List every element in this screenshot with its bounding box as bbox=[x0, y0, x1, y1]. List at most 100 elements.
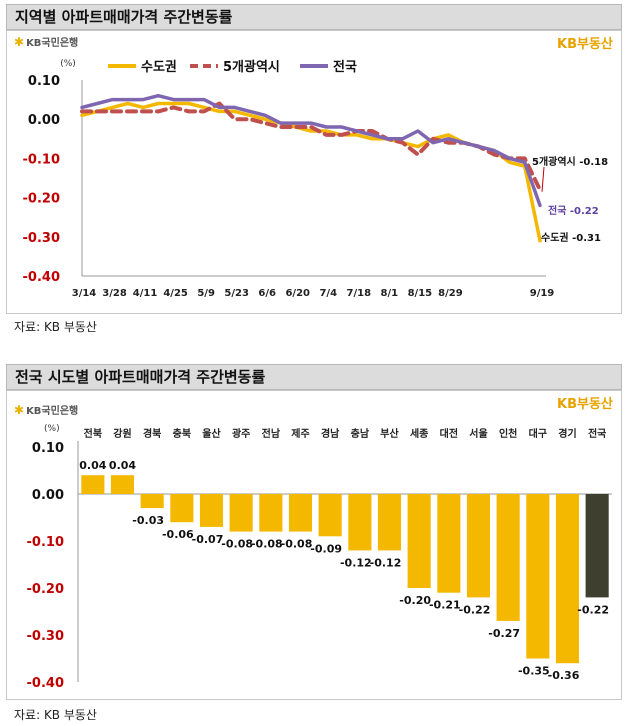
y-tick-label: -0.30 bbox=[23, 231, 60, 246]
x-tick-label: 6/6 bbox=[258, 288, 276, 299]
x-tick-label: 5/23 bbox=[224, 288, 249, 299]
data-label: -0.35 bbox=[518, 665, 550, 678]
end-label: 5개광역시 -0.18 bbox=[532, 155, 608, 168]
category-label: 대구 bbox=[529, 427, 547, 440]
y-tick-label: -0.20 bbox=[23, 192, 60, 207]
category-label: 전북 bbox=[84, 427, 102, 440]
x-tick-label: 7/18 bbox=[347, 288, 372, 299]
kb-bank-logo-1: ✱ KB국민은행 bbox=[14, 34, 78, 49]
end-label: 수도권 -0.31 bbox=[541, 232, 601, 244]
y-tick-label: 0.00 bbox=[28, 113, 60, 128]
x-tick-label: 4/11 bbox=[133, 288, 158, 299]
y-tick-label: -0.10 bbox=[27, 535, 64, 550]
x-tick-label: 8/29 bbox=[438, 288, 463, 299]
data-label: -0.08 bbox=[221, 538, 253, 551]
kb-bank-logo-2: ✱ KB국민은행 bbox=[14, 402, 78, 417]
x-tick-label: 8/1 bbox=[381, 288, 399, 299]
kb-bank-logo-text: KB국민은행 bbox=[26, 38, 79, 49]
data-label: -0.07 bbox=[192, 533, 224, 546]
bar-전북 bbox=[81, 475, 105, 494]
category-label: 서울 bbox=[469, 427, 487, 440]
data-label: -0.12 bbox=[340, 556, 372, 569]
kb-realestate-logo-1: KB부동산 bbox=[557, 37, 613, 52]
category-label: 울산 bbox=[202, 427, 221, 440]
data-label: -0.21 bbox=[429, 599, 461, 612]
category-label: 강원 bbox=[113, 427, 131, 440]
data-label: -0.36 bbox=[548, 669, 580, 682]
y-tick-label: -0.40 bbox=[27, 676, 64, 691]
bar-경북 bbox=[140, 494, 164, 509]
bar-서울 bbox=[466, 494, 490, 598]
category-label: 충남 bbox=[351, 427, 370, 440]
data-label: 0.04 bbox=[109, 459, 136, 472]
bar-강원 bbox=[110, 475, 134, 494]
bar-충북 bbox=[170, 494, 194, 523]
category-label: 충북 bbox=[173, 427, 191, 440]
y-tick-label: 0.10 bbox=[28, 74, 60, 89]
chart1-source: 자료: KB 부동산 bbox=[14, 320, 97, 334]
chart2-source: 자료: KB 부동산 bbox=[14, 708, 97, 722]
data-label: -0.20 bbox=[399, 594, 431, 607]
x-tick-label: 9/19 bbox=[530, 288, 555, 299]
category-label: 경기 bbox=[558, 427, 576, 440]
bar-부산 bbox=[377, 494, 401, 551]
x-tick-label: 4/25 bbox=[163, 288, 188, 299]
data-label: -0.27 bbox=[488, 627, 520, 640]
series-line-전국 bbox=[80, 93, 542, 208]
chart2-frame bbox=[6, 390, 622, 700]
x-tick-label: 6/20 bbox=[285, 288, 310, 299]
bar-광주 bbox=[229, 494, 253, 532]
category-label: 인천 bbox=[499, 427, 517, 440]
y-tick-label: -0.30 bbox=[27, 629, 64, 644]
x-tick-label: 3/28 bbox=[102, 288, 127, 299]
kb-star-icon: ✱ bbox=[14, 403, 25, 417]
x-tick-label: 7/4 bbox=[319, 288, 337, 299]
y-tick-label: 0.10 bbox=[32, 441, 64, 456]
end-label: 전국 -0.22 bbox=[548, 204, 599, 217]
bar-울산 bbox=[199, 494, 223, 527]
bar-제주 bbox=[288, 494, 312, 532]
y-tick-label: 0.00 bbox=[32, 488, 64, 503]
x-tick-label: 3/14 bbox=[72, 288, 97, 299]
bar-경남 bbox=[318, 494, 342, 537]
x-tick-label: 8/15 bbox=[408, 288, 433, 299]
bar-세종 bbox=[407, 494, 431, 588]
category-label: 부산 bbox=[380, 427, 399, 440]
data-label: -0.22 bbox=[459, 603, 491, 616]
y-tick-label: -0.40 bbox=[23, 270, 60, 285]
y-unit-label: (%) bbox=[60, 59, 76, 69]
data-label: -0.12 bbox=[370, 556, 402, 569]
bar-인천 bbox=[496, 494, 520, 621]
y-tick-label: -0.10 bbox=[23, 152, 60, 167]
kb-bank-logo-text: KB국민은행 bbox=[26, 406, 79, 417]
data-label: -0.22 bbox=[577, 603, 609, 616]
bar-대구 bbox=[526, 494, 550, 659]
category-label: 제주 bbox=[291, 427, 309, 440]
data-label: 0.04 bbox=[79, 459, 106, 472]
kb-star-icon: ✱ bbox=[14, 35, 25, 49]
bar-경기 bbox=[555, 494, 579, 664]
category-label: 경남 bbox=[321, 427, 340, 440]
chart1-title: 지역별 아파트매매가격 주간변동률 bbox=[6, 4, 622, 30]
x-tick-label: 5/9 bbox=[197, 288, 215, 299]
y-unit-label: (%) bbox=[44, 424, 60, 434]
legend-label: 수도권 bbox=[141, 60, 177, 75]
category-label: 경북 bbox=[143, 427, 161, 440]
chart1-frame bbox=[6, 30, 622, 314]
bar-대전 bbox=[437, 494, 461, 593]
data-label: -0.08 bbox=[281, 538, 313, 551]
data-label: -0.06 bbox=[162, 528, 194, 541]
category-label: 세종 bbox=[410, 427, 428, 440]
legend-label: 5개광역시 bbox=[223, 59, 280, 75]
bar-충남 bbox=[348, 494, 372, 551]
legend-label: 전국 bbox=[333, 59, 357, 75]
data-label: -0.03 bbox=[132, 514, 164, 527]
category-label: 대전 bbox=[440, 427, 458, 440]
y-tick-label: -0.20 bbox=[27, 582, 64, 597]
bar-전남 bbox=[259, 494, 283, 532]
kb-realestate-logo-2: KB부동산 bbox=[557, 397, 613, 412]
chart2-title: 전국 시도별 아파트매매가격 주간변동률 bbox=[6, 364, 622, 390]
end-label-leader bbox=[541, 166, 545, 192]
category-label: 전남 bbox=[262, 427, 281, 440]
